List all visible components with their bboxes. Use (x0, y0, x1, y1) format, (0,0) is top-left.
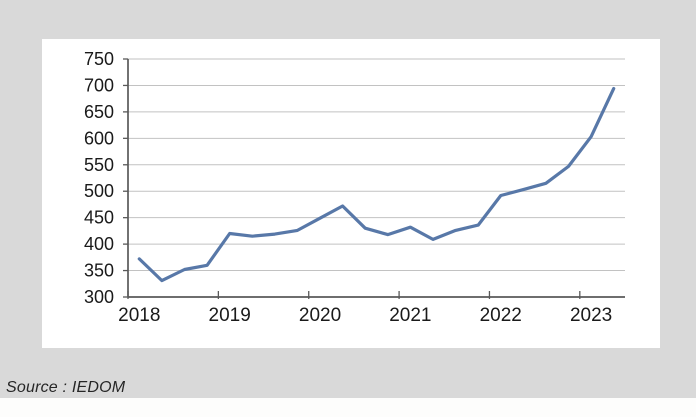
x-tick-label: 2020 (299, 305, 341, 326)
figure-background: 300 350 400 450 500 550 600 650 700 750 2018 2019 20… (0, 0, 696, 398)
y-tick-label: 300 (84, 287, 114, 307)
y-tick-label: 450 (84, 208, 114, 228)
y-tick-label: 750 (84, 49, 114, 69)
y-tick-label: 500 (84, 181, 114, 201)
y-tick-label: 550 (84, 155, 114, 175)
x-tick-label: 2023 (570, 305, 612, 326)
y-tick-label: 700 (84, 75, 114, 95)
y-tick-label: 650 (84, 102, 114, 122)
source-caption: Source : IEDOM (6, 379, 126, 396)
y-tick-label: 400 (84, 234, 114, 254)
chart-panel: 300 350 400 450 500 550 600 650 700 750 2018 2019 20… (42, 39, 660, 348)
x-tick-label: 2022 (480, 305, 522, 326)
x-tick-label: 2021 (389, 305, 431, 326)
x-tick-label: 2019 (209, 305, 251, 326)
line-chart: 300 350 400 450 500 550 600 650 700 750 2018 2019 20… (84, 49, 625, 326)
x-tick-label: 2018 (118, 305, 160, 326)
data-line (137, 86, 616, 283)
y-tick-label: 350 (84, 261, 114, 281)
y-tick-label: 600 (84, 128, 114, 148)
